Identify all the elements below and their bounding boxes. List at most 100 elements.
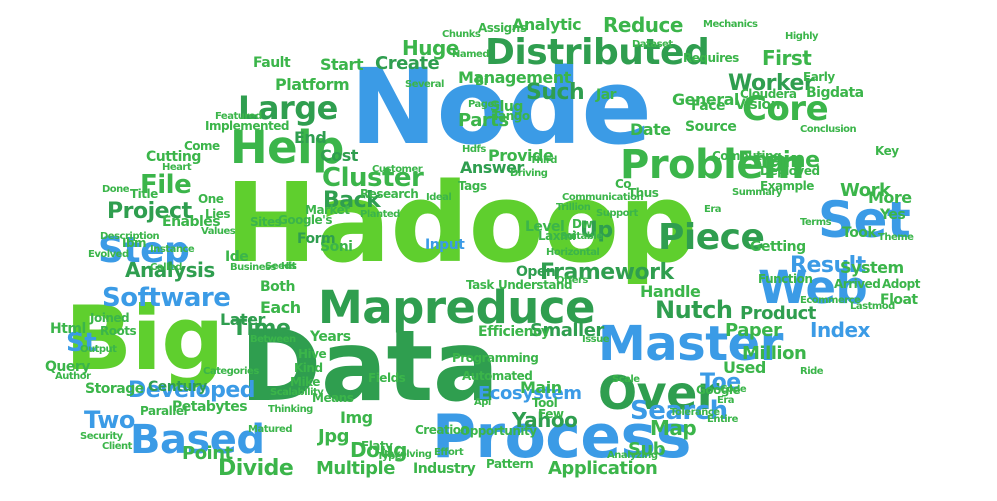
word-cluster: Cluster xyxy=(322,163,424,193)
word-description: Description xyxy=(100,231,160,242)
word-soni: Soni xyxy=(320,239,353,255)
word-vision: Vision xyxy=(735,97,781,113)
word-pages: Pages xyxy=(468,99,500,110)
word-few: Few xyxy=(538,407,564,421)
word-took: Took xyxy=(842,225,877,241)
word-platform: Platform xyxy=(275,75,350,94)
word-computing: Computing xyxy=(712,149,782,163)
word-ecommerce: Ecommerce xyxy=(800,295,861,306)
word-values: Values xyxy=(201,226,236,237)
word-era: Era xyxy=(704,204,722,215)
word-efficiency: Efficiency xyxy=(478,324,550,340)
word-summary: Summary xyxy=(732,187,782,198)
word-security: Security xyxy=(80,431,123,442)
word-century: Century xyxy=(148,379,207,395)
word-ecosystem: Ecosystem xyxy=(478,383,582,404)
word-jar: Jar xyxy=(596,87,617,103)
word-big: Big xyxy=(65,287,224,390)
word-file: File xyxy=(140,170,192,200)
word-slug: Slug xyxy=(490,99,523,115)
word-tango: Tango xyxy=(492,109,530,123)
word-handle: Handle xyxy=(640,282,701,301)
word-planted: Planted xyxy=(360,209,400,220)
word-process: Process xyxy=(432,402,691,472)
word-doug: Doug xyxy=(350,438,407,462)
word-open: Open xyxy=(516,264,556,280)
word-thus: Thus xyxy=(628,186,659,200)
word-float: Float xyxy=(880,292,918,308)
word-mapreduce: Mapreduce xyxy=(318,281,596,334)
word-divide: Divide xyxy=(218,456,294,481)
word-worker: Worker xyxy=(728,71,815,96)
word-years: Years xyxy=(310,329,351,345)
word-era: Era xyxy=(717,395,735,406)
word-set: Set xyxy=(818,191,911,249)
word-thinking: Thinking xyxy=(268,404,313,415)
word-first: First xyxy=(762,46,812,70)
word-instance: Instance xyxy=(150,244,195,255)
word-means: Means xyxy=(312,391,354,405)
word-management: Management xyxy=(458,68,571,87)
word-work: Work xyxy=(840,180,891,201)
word-engine: Engine xyxy=(738,148,820,173)
word-involving: Involving xyxy=(384,449,432,460)
word-ride: Ride xyxy=(800,366,824,377)
word-jpg: Jpg xyxy=(318,426,349,447)
word-cutting: Cutting xyxy=(146,149,201,165)
word-tags: Tags xyxy=(458,179,487,193)
word-lastmod: Lastmod xyxy=(850,301,895,312)
word-customer: Customer xyxy=(372,164,423,175)
word-point: Point xyxy=(182,443,233,464)
word-sub: Sub xyxy=(628,439,666,460)
word-opportunity: Opportunity xyxy=(460,424,537,438)
word-parts: Parts xyxy=(458,110,509,131)
word-type: Type xyxy=(377,451,402,462)
word-create: Create xyxy=(375,53,440,74)
word-million: Million xyxy=(742,343,807,364)
word-back: Back xyxy=(323,188,381,213)
word-theme: Theme xyxy=(878,232,914,243)
word-up: Up xyxy=(580,218,613,243)
word-called: Called xyxy=(150,262,182,273)
word-html: Html xyxy=(50,321,86,337)
word-google: Google xyxy=(696,383,741,397)
word-problem: Problem xyxy=(620,142,805,188)
word-code: Code xyxy=(720,384,747,395)
word-petabytes: Petabytes xyxy=(172,399,248,415)
word-map: Map xyxy=(650,416,697,440)
word-trillion: Trillion xyxy=(556,202,591,213)
word-toe: Toe xyxy=(700,370,741,395)
word-level: Level xyxy=(525,219,565,235)
word-early: Early xyxy=(803,70,835,84)
word-face: Face xyxy=(691,98,725,114)
word-parallel: Parallel xyxy=(140,404,188,418)
word-bigdata: Bigdata xyxy=(806,85,864,101)
word-application: Application xyxy=(548,458,658,479)
word-business: Business xyxy=(230,262,276,273)
word-yes: Yes xyxy=(880,207,906,223)
word-large: Large xyxy=(238,89,338,127)
word-input: Input xyxy=(425,237,465,253)
word-programming: Programming xyxy=(452,351,539,365)
word-based: Based xyxy=(130,417,265,463)
word-title: Title xyxy=(130,187,158,201)
word-getting: Getting xyxy=(750,239,806,255)
word-ideal: Ideal xyxy=(426,192,452,203)
word-over: Over xyxy=(598,366,719,420)
word-offers: Offers xyxy=(556,275,588,286)
word-mike: Mike xyxy=(290,375,320,389)
word-suitable: Suitable xyxy=(560,231,603,242)
word-st: St xyxy=(66,328,97,358)
word-example: Example xyxy=(760,179,814,193)
word-terms: Terms xyxy=(800,217,832,228)
word-horizontal: Horizontal xyxy=(546,247,600,258)
word-provide: Provide xyxy=(488,146,554,165)
word-huge: Huge xyxy=(402,36,459,60)
word-dataset: Dataset xyxy=(632,39,673,50)
word-both: Both xyxy=(260,279,295,295)
word-issue: Issue xyxy=(582,334,610,345)
word-scalability: Scalability xyxy=(270,387,324,398)
word-storage: Storage xyxy=(85,381,144,397)
word-author: Author xyxy=(55,371,91,382)
word-end: End xyxy=(294,128,327,147)
